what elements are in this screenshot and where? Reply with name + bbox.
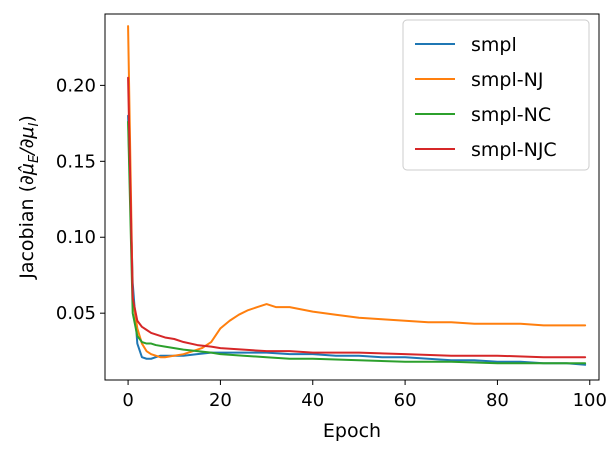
y-axis-ticks: 0.05 0.10 0.15 0.20 <box>56 75 105 324</box>
legend-frame <box>402 19 590 171</box>
x-tick-label: 40 <box>301 390 324 411</box>
legend-label-smpl-NC: smpl-NC <box>471 104 551 126</box>
y-tick-label: 0.10 <box>56 227 96 248</box>
y-tick-label: 0.15 <box>56 151 96 172</box>
x-tick-label: 20 <box>209 390 232 411</box>
y-tick-label: 0.05 <box>56 303 96 324</box>
series-line-smpl-NC <box>127 120 587 365</box>
series-line-smpl-NJ <box>127 25 587 359</box>
x-tick-label: 60 <box>394 390 417 411</box>
plot-frame <box>104 13 600 381</box>
x-axis-label: Epoch <box>323 420 381 442</box>
legend-label-smpl: smpl <box>471 34 517 56</box>
x-tick-label: 80 <box>486 390 509 411</box>
x-tick-label: 0 <box>122 390 133 411</box>
x-tick-label: 100 <box>573 390 607 411</box>
legend-label-smpl-NJ: smpl-NJ <box>471 69 543 91</box>
series-line-smpl <box>127 114 587 366</box>
legend-label-smpl-NJC: smpl-NJC <box>471 139 557 161</box>
series-line-smpl-NJC <box>127 76 587 359</box>
series-layer <box>127 25 587 366</box>
x-axis-ticks: 0 20 40 60 80 100 <box>122 380 607 411</box>
y-axis-label: Jacobian (∂μ̂E​/∂μI​) <box>16 115 42 280</box>
legend: smpl smpl-NJ smpl-NC smpl-NJC <box>402 19 590 171</box>
y-tick-label: 0.20 <box>56 75 96 96</box>
